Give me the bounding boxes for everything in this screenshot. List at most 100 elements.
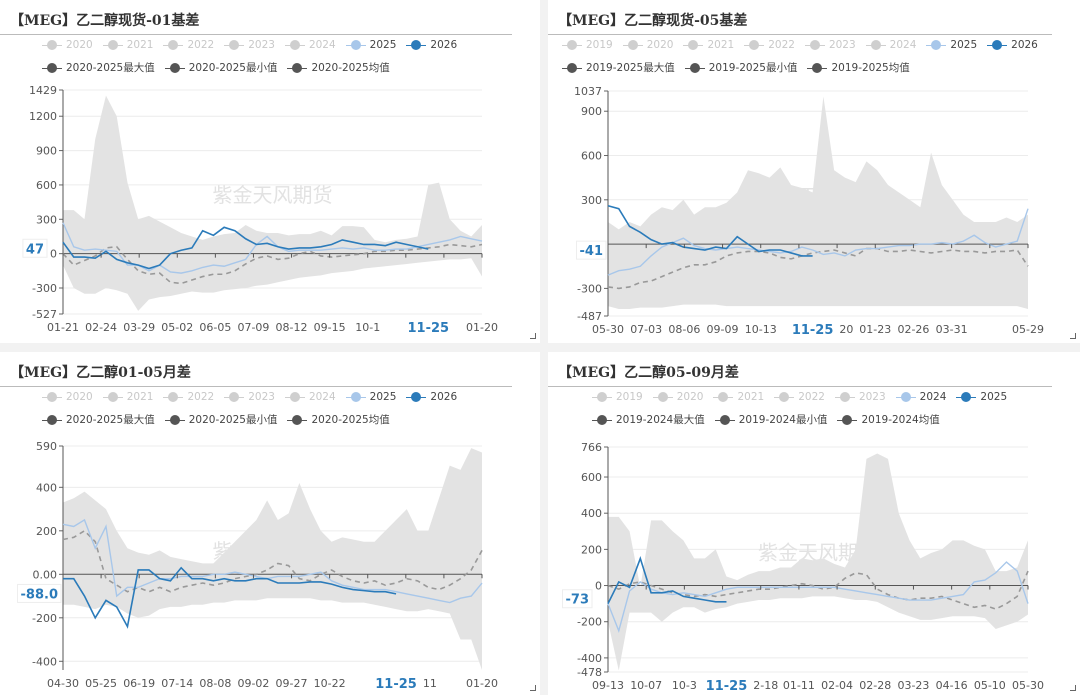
legend-label: 2025: [950, 39, 978, 51]
resize-handle-icon[interactable]: [1070, 333, 1076, 339]
legend-item-year[interactable]: 2026: [987, 39, 1038, 51]
legend-label: 2020: [676, 391, 704, 403]
chart-title: 【MEG】乙二醇现货-05基差: [558, 13, 748, 29]
resize-handle-icon[interactable]: [530, 685, 536, 691]
legend-item-year[interactable]: 2022: [774, 391, 825, 403]
legend-item-year[interactable]: 2021: [102, 391, 154, 403]
legend-item-year[interactable]: 2025: [926, 39, 977, 51]
x-tick-label: 09-15: [314, 321, 346, 334]
legend-label: 2023: [248, 39, 275, 51]
legend-marker-icon: [345, 40, 366, 50]
chart-panel-05-09-spread: 【MEG】乙二醇05-09月差 2019 2020 2021 2022 2023 2024 2…: [548, 352, 1080, 695]
legend-item-stat[interactable]: 2019-2025最小值: [684, 60, 797, 75]
legend-item-year[interactable]: 2022: [163, 391, 214, 403]
x-tick-label: 10-13: [745, 323, 777, 336]
legend-marker-icon: [926, 40, 947, 50]
legend-item-year[interactable]: 2021: [713, 391, 764, 403]
highlight-x-label: 11-25: [407, 321, 449, 336]
legend-item-year[interactable]: 2021: [683, 39, 734, 51]
legend-item-year[interactable]: 2021: [102, 39, 153, 51]
max-min-band-area: [608, 96, 1028, 310]
legend-marker-icon: [224, 392, 245, 402]
legend-marker-icon: [834, 392, 855, 402]
legend-item-stat[interactable]: 2020-2025最小值: [164, 412, 277, 427]
legend-item-year[interactable]: 2022: [744, 39, 795, 51]
legend-item-year[interactable]: 2024: [895, 391, 946, 403]
legend-item-year[interactable]: 2023: [834, 391, 886, 403]
legend-item-year[interactable]: 2023: [224, 39, 275, 51]
legend-item-stat[interactable]: 2019-2025均值: [807, 60, 910, 75]
legend-label: 2022: [187, 391, 215, 403]
legend: 2020 2021 2022 2023 2024 2025 2026: [42, 39, 457, 51]
legend-item-stat[interactable]: 2019-2024最大值: [592, 412, 705, 427]
y-tick-label: 400: [36, 481, 57, 494]
y-tick-label: -487: [577, 310, 602, 323]
legend-item-year[interactable]: 2025: [345, 39, 397, 51]
legend-item-year[interactable]: 2020: [42, 39, 93, 51]
legend-item-year[interactable]: 2024: [284, 39, 336, 51]
legend-item-year[interactable]: 2025: [956, 391, 1007, 403]
x-tick-label: 03-23: [897, 679, 929, 692]
title-divider: [0, 34, 512, 35]
resize-handle-icon[interactable]: [530, 333, 536, 339]
legend-item-year[interactable]: 2023: [804, 39, 856, 51]
y-tick-label: -300: [32, 282, 57, 295]
legend-item-year[interactable]: 2022: [163, 39, 214, 51]
x-tick-label: 11: [423, 677, 437, 690]
legend-label: 2023: [858, 391, 886, 403]
x-tick-label: 04-16: [936, 679, 968, 692]
x-tick-label: 02-26: [897, 323, 929, 336]
legend-item-year[interactable]: 2026: [406, 39, 457, 51]
y-tick-label: 900: [36, 145, 57, 158]
x-tick-label: 01-11: [783, 679, 815, 692]
current-value-label: -73: [566, 593, 590, 608]
y-tick-label: 766: [581, 441, 602, 454]
legend-item-year[interactable]: 2023: [224, 391, 275, 403]
legend-marker-icon: [652, 392, 673, 402]
legend-item-stat[interactable]: 2020-2025最小值: [164, 60, 277, 75]
x-tick-label: 10-22: [314, 677, 346, 690]
legend-item-stat[interactable]: 2019-2024均值: [837, 412, 940, 427]
legend-item-year[interactable]: 2024: [865, 39, 917, 51]
legend-item-stat[interactable]: 2020-2025均值: [287, 60, 390, 75]
legend-marker-icon: [287, 414, 308, 425]
x-tick-label: 02-24: [85, 321, 117, 334]
legend-label: 2025: [980, 391, 1008, 403]
y-tick-label: 200: [36, 525, 57, 538]
current-year-series-line: [607, 204, 813, 257]
legend-marker-icon: [163, 40, 184, 50]
legend-label: 2021: [126, 391, 154, 403]
legend-label: 2024: [889, 39, 917, 51]
legend-label: 2019-2025均值: [831, 62, 910, 74]
previous-year-series-line: [607, 208, 1029, 276]
legend-item-stat[interactable]: 2019-2025最大值: [562, 60, 675, 75]
legend-item-year[interactable]: 2020: [622, 39, 673, 51]
legend-item-year[interactable]: 2024: [284, 391, 336, 403]
legend-marker-icon: [956, 392, 977, 402]
legend-label: 2025: [369, 39, 397, 51]
chart-svg: 7666004002000-200-400-478紫金天风期货11-2509-1…: [562, 441, 1044, 694]
legend-marker-icon: [164, 414, 185, 425]
legend-marker-icon: [804, 40, 825, 50]
legend-label: 2022: [768, 39, 795, 51]
x-tick-label: 03-29: [123, 321, 155, 334]
legend-marker-icon: [592, 392, 612, 402]
legend-item-stat[interactable]: 2020-2025最大值: [42, 412, 155, 427]
chart-svg: 1037900600300-300-487紫金天风期货11-2505-3007-…: [574, 85, 1044, 338]
legend-marker-icon: [684, 62, 705, 73]
legend-item-stat[interactable]: 2020-2025最大值: [42, 60, 155, 75]
current-year-series-line: [63, 566, 397, 629]
resize-handle-icon[interactable]: [1070, 685, 1076, 691]
legend-item-year[interactable]: 2026: [406, 391, 457, 403]
legend-item-year[interactable]: 2019: [562, 39, 613, 51]
legend-item-year[interactable]: 2019: [592, 391, 643, 403]
x-tick-label: 07-03: [630, 323, 662, 336]
legend-item-year[interactable]: 2025: [345, 391, 396, 403]
legend-item-year[interactable]: 2020: [652, 391, 704, 403]
legend-item-year[interactable]: 2020: [42, 391, 93, 403]
y-tick-label: 600: [581, 471, 602, 484]
legend-item-stat[interactable]: 2020-2025均值: [287, 412, 390, 427]
legend-item-stat[interactable]: 2019-2024最小值: [714, 412, 827, 427]
legend-label: 2020: [66, 39, 93, 51]
legend-label: 2019-2025最大值: [586, 62, 675, 74]
